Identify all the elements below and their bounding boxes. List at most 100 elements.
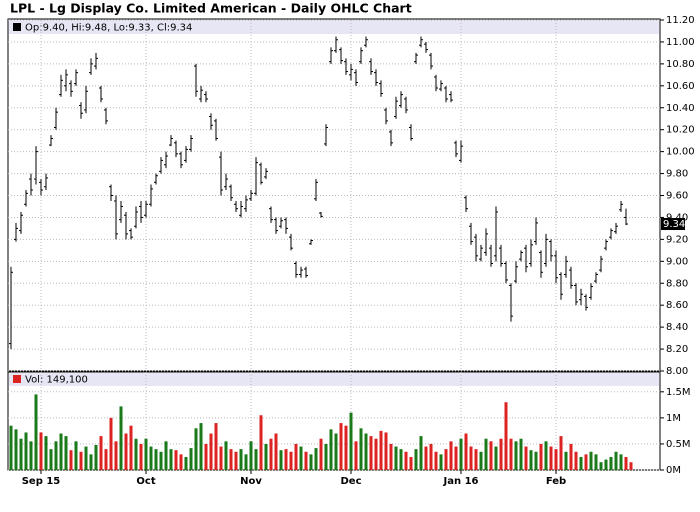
volume-bar	[179, 454, 183, 470]
volume-bar	[99, 436, 103, 470]
volume-bar	[499, 438, 503, 470]
volume-bar	[629, 462, 633, 470]
last-price-box	[661, 218, 685, 231]
volume-bar	[439, 454, 443, 470]
volume-bar	[49, 449, 53, 470]
y-tick-label: 8.00	[666, 366, 688, 377]
volume-bar	[219, 446, 223, 470]
volume-bar	[144, 438, 148, 470]
volume-bar	[254, 449, 258, 470]
volume-bar	[349, 412, 353, 470]
y-tick-label: 9.40	[666, 212, 688, 223]
volume-bar	[589, 451, 593, 470]
volume-bar	[374, 438, 378, 470]
volume-bar	[504, 402, 508, 470]
volume-bar	[269, 438, 273, 470]
volume-bar	[474, 449, 478, 470]
volume-bar	[119, 406, 123, 470]
volume-bar	[624, 456, 628, 470]
volume-bar	[614, 451, 618, 470]
volume-bar	[274, 433, 278, 470]
volume-bar	[579, 456, 583, 470]
volume-bar	[364, 433, 368, 470]
volume-bar	[94, 444, 98, 470]
x-tick-label: Jan 16	[443, 476, 479, 487]
volume-bar	[429, 443, 433, 470]
volume-bar	[154, 449, 158, 470]
volume-bar	[404, 451, 408, 470]
price-legend: Op:9.40, Hi:9.48, Lo:9.33, Cl:9.34	[25, 23, 192, 34]
y-tick-label: 9.80	[666, 169, 688, 180]
volume-bar	[124, 433, 128, 470]
volume-bar	[164, 441, 168, 470]
volume-bar	[224, 441, 228, 470]
x-tick-label: Dec	[340, 476, 361, 487]
volume-bar	[24, 432, 28, 470]
volume-bar	[89, 454, 93, 470]
y-tick-label: 11.20	[666, 15, 695, 26]
volume-bar	[319, 438, 323, 470]
volume-bar	[369, 436, 373, 470]
volume-bar	[489, 441, 493, 470]
volume-bar	[464, 433, 468, 470]
volume-bar	[109, 417, 113, 470]
volume-bar	[324, 443, 328, 470]
volume-bar	[454, 446, 458, 470]
volume-bar	[229, 449, 233, 470]
volume-bar	[39, 432, 43, 470]
volume-bar	[249, 441, 253, 470]
volume-bar	[289, 451, 293, 470]
volume-bar	[419, 436, 423, 470]
volume-bar	[64, 436, 68, 470]
y-tick-label: 9.20	[666, 234, 688, 245]
price-panel	[7, 18, 661, 372]
y-tick-label: 1M	[666, 413, 681, 424]
volume-bar	[204, 443, 208, 470]
volume-bar	[299, 446, 303, 470]
volume-bar	[409, 456, 413, 470]
volume-bar	[84, 446, 88, 470]
volume-bar	[459, 438, 463, 470]
volume-bar	[584, 454, 588, 470]
volume-bar	[514, 441, 518, 470]
volume-bar	[314, 448, 318, 470]
volume-bar	[529, 450, 533, 470]
volume-bar	[189, 448, 193, 470]
volume-bar	[69, 450, 73, 470]
volume-bar	[509, 438, 513, 470]
x-tick-label: Nov	[240, 476, 262, 487]
volume-bar	[14, 429, 18, 470]
volume-bar	[479, 451, 483, 470]
y-tick-label: 0M	[666, 465, 681, 476]
last-price-label: 9.34	[663, 219, 685, 230]
volume-bar	[139, 443, 143, 470]
volume-bar	[539, 443, 543, 470]
volume-bar	[244, 454, 248, 470]
volume-bar	[29, 441, 33, 470]
volume-bar	[379, 430, 383, 470]
volume-bar	[384, 432, 388, 470]
volume-bar	[564, 451, 568, 470]
x-tick-label: Sep 15	[22, 476, 61, 487]
volume-bar	[9, 425, 13, 470]
y-tick-label: 9.00	[666, 256, 688, 267]
volume-bar	[444, 449, 448, 470]
volume-bar	[494, 446, 498, 470]
volume-bar	[354, 441, 358, 470]
volume-bar	[279, 450, 283, 470]
volume-bar	[214, 423, 218, 470]
y-tick-label: 10.00	[666, 147, 695, 158]
volume-bar	[169, 449, 173, 470]
volume-bar	[599, 462, 603, 470]
price-legend-swatch	[13, 23, 21, 31]
y-tick-label: 8.20	[666, 344, 688, 355]
volume-bar	[359, 428, 363, 470]
mark-layer: 9.34	[9, 36, 685, 470]
volume-bar	[329, 429, 333, 470]
y-tick-label: 8.40	[666, 322, 688, 333]
y-tick-label: 8.80	[666, 278, 688, 289]
y-tick-label: 11.00	[666, 37, 695, 48]
volume-bar	[549, 446, 553, 470]
volume-bar	[234, 451, 238, 470]
volume-bar	[344, 425, 348, 470]
